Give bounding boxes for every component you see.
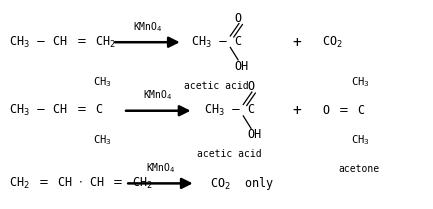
Text: OH: OH [235, 60, 249, 73]
Text: KMnO$_4$: KMnO$_4$ [145, 161, 175, 175]
Text: CH$_3$: CH$_3$ [351, 133, 370, 147]
Text: +: + [292, 35, 301, 50]
Text: CH$_3$ $-$ C: CH$_3$ $-$ C [191, 35, 242, 50]
Text: CO$_2$  only: CO$_2$ only [210, 175, 274, 192]
Text: CH$_3$ $-$ C: CH$_3$ $-$ C [204, 103, 255, 118]
Text: acetic acid: acetic acid [197, 149, 262, 159]
Text: KMnO$_4$: KMnO$_4$ [132, 20, 162, 34]
Text: O $=$ C: O $=$ C [322, 104, 366, 117]
Text: OH: OH [248, 128, 262, 141]
Text: KMnO$_4$: KMnO$_4$ [143, 88, 173, 102]
Text: +: + [292, 103, 301, 118]
Text: CH$_3$: CH$_3$ [94, 133, 112, 147]
Text: acetic acid: acetic acid [184, 81, 249, 91]
Text: CH$_2$ $=$ CH $\cdot$ CH $=$ CH$_2$: CH$_2$ $=$ CH $\cdot$ CH $=$ CH$_2$ [10, 176, 153, 191]
Text: O: O [248, 80, 255, 93]
Text: CH$_3$: CH$_3$ [94, 75, 112, 89]
Text: CH$_3$ $-$ CH $=$ CH$_2$: CH$_3$ $-$ CH $=$ CH$_2$ [10, 35, 116, 50]
Text: CH$_3$ $-$ CH $=$ C: CH$_3$ $-$ CH $=$ C [10, 103, 104, 118]
Text: O: O [235, 12, 242, 25]
Text: acetone: acetone [338, 164, 379, 174]
Text: CO$_2$: CO$_2$ [322, 35, 343, 50]
Text: CH$_3$: CH$_3$ [351, 75, 370, 89]
